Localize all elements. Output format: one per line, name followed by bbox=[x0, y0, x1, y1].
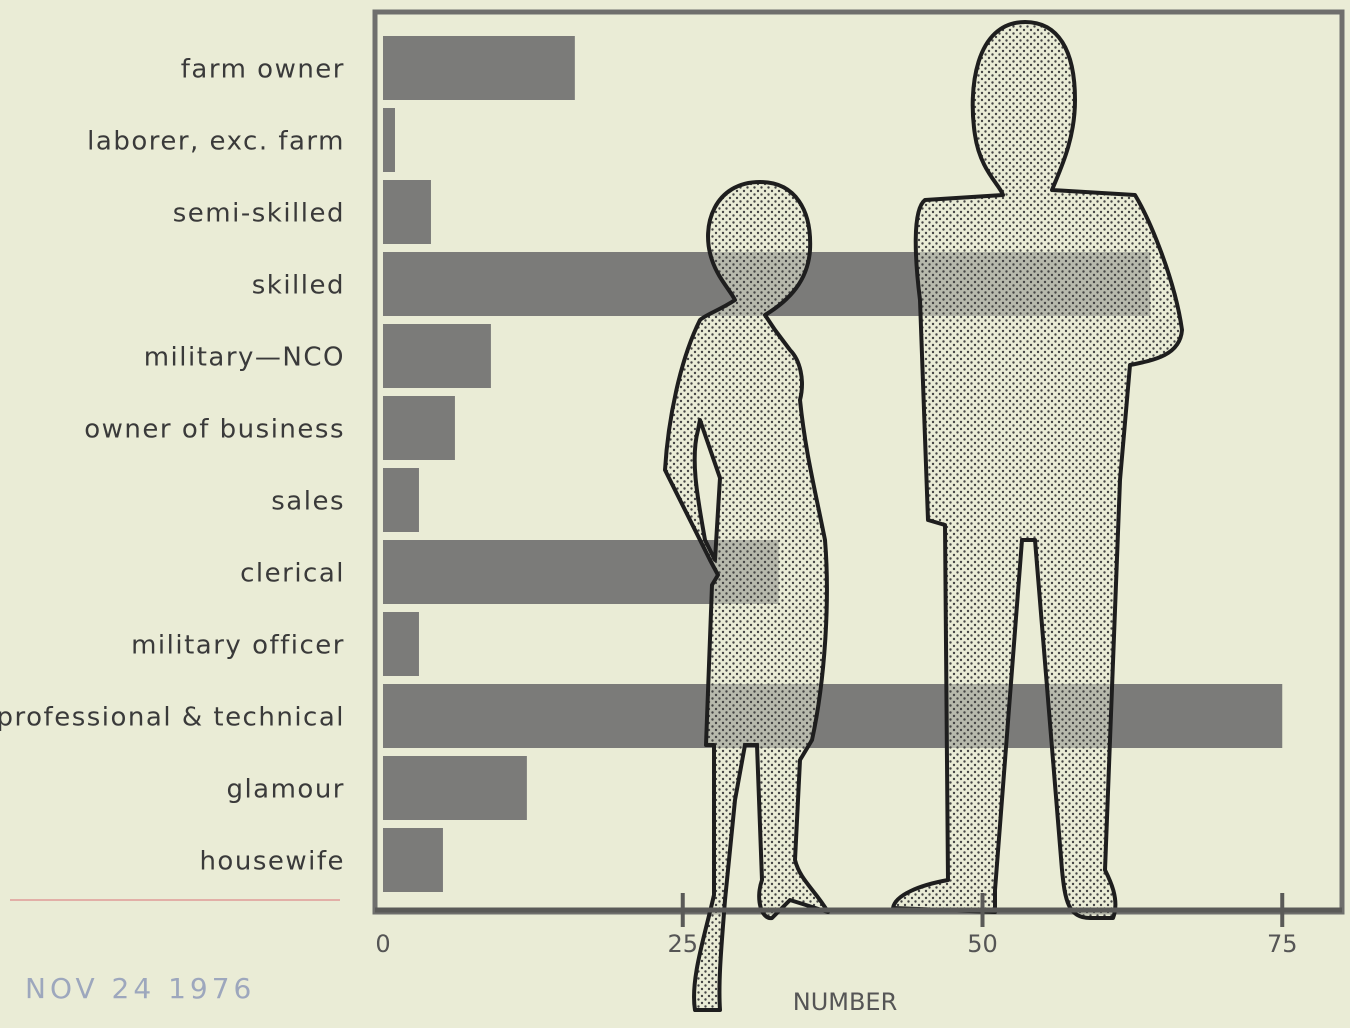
bar bbox=[383, 108, 395, 172]
bar bbox=[383, 324, 491, 388]
y-tick-label: semi-skilled bbox=[173, 199, 345, 229]
bar bbox=[383, 180, 431, 244]
y-tick-label: farm owner bbox=[181, 55, 345, 85]
x-tick-label: 50 bbox=[967, 930, 998, 958]
x-axis-title: NUMBER bbox=[793, 988, 898, 1016]
chart: 0 25 50 75 NUMBER NOV 24 1976 farm owner lab… bbox=[0, 0, 1350, 1028]
y-tick-label: owner of business bbox=[84, 415, 345, 445]
bar bbox=[383, 756, 527, 820]
y-tick-label: sales bbox=[271, 487, 345, 517]
y-tick-label: skilled bbox=[252, 271, 345, 301]
y-tick-label: professional & technical bbox=[0, 703, 345, 733]
x-tick-label: 25 bbox=[667, 930, 698, 958]
y-tick-label: military officer bbox=[131, 631, 345, 661]
y-tick-label: clerical bbox=[240, 559, 345, 589]
y-tick-label: military—NCO bbox=[144, 343, 345, 373]
bar bbox=[383, 684, 1282, 748]
y-tick-label: housewife bbox=[199, 847, 345, 877]
ticks: 0 25 50 75 bbox=[375, 893, 1297, 958]
x-tick-label: 75 bbox=[1267, 930, 1298, 958]
man-silhouette bbox=[893, 22, 1182, 918]
y-tick-label: laborer, exc. farm bbox=[87, 127, 345, 157]
bar bbox=[383, 612, 419, 676]
bar bbox=[383, 828, 443, 892]
bar bbox=[383, 36, 575, 100]
silhouettes bbox=[665, 22, 1182, 1010]
bar bbox=[383, 396, 455, 460]
bars bbox=[383, 36, 1282, 892]
stamp-date: NOV 24 1976 bbox=[25, 972, 255, 1005]
y-tick-label: glamour bbox=[226, 775, 345, 805]
x-tick-label: 0 bbox=[375, 930, 390, 958]
bar bbox=[383, 468, 419, 532]
